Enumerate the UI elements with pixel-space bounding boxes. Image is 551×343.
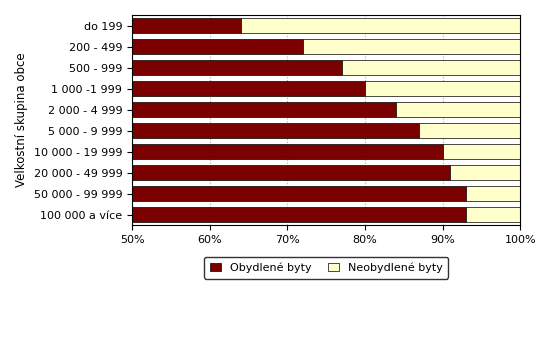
Bar bbox=[365, 81, 520, 96]
Y-axis label: Velkostní skupina obce: Velkostní skupina obce bbox=[15, 53, 28, 188]
Bar bbox=[442, 144, 520, 159]
Bar bbox=[450, 165, 520, 180]
Bar bbox=[466, 208, 520, 222]
Bar bbox=[132, 81, 365, 96]
Bar bbox=[132, 39, 303, 54]
Bar bbox=[241, 18, 520, 33]
Bar bbox=[419, 123, 520, 138]
Bar bbox=[132, 18, 241, 33]
Bar bbox=[132, 60, 342, 75]
Bar bbox=[466, 186, 520, 201]
Bar bbox=[396, 102, 520, 117]
Bar bbox=[132, 123, 419, 138]
Bar bbox=[303, 39, 520, 54]
Legend: Obydlené byty, Neobydlené byty: Obydlené byty, Neobydlené byty bbox=[204, 257, 449, 279]
Bar bbox=[132, 186, 466, 201]
Bar bbox=[132, 144, 442, 159]
Bar bbox=[132, 102, 396, 117]
Bar bbox=[132, 208, 466, 222]
Bar bbox=[132, 165, 450, 180]
Bar bbox=[342, 60, 520, 75]
